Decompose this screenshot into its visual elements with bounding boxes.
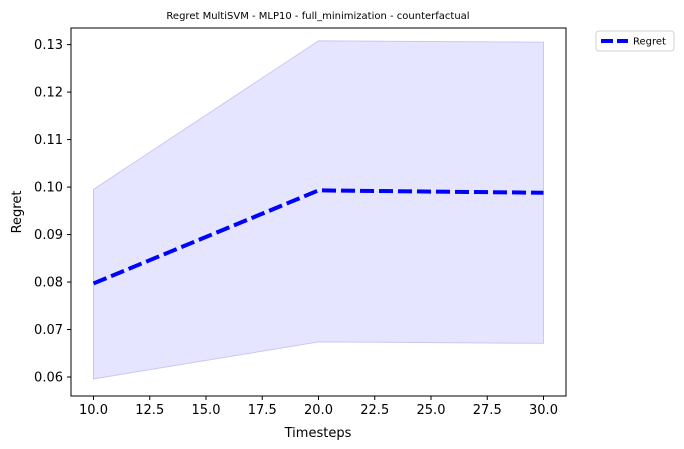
- x-axis: 10.0 12.5 15.0 17.5 20.0 22.5 25.0 27.5 30.0: [79, 396, 558, 418]
- legend-box: [595, 30, 675, 52]
- x-tick-label: 22.5: [360, 403, 389, 418]
- y-tick-label: 0.09: [34, 228, 63, 243]
- y-tick-label: 0.06: [34, 371, 63, 386]
- x-tick-label: 12.5: [135, 403, 164, 418]
- y-tick-label: 0.13: [34, 38, 63, 53]
- y-tick-label: 0.12: [34, 86, 63, 101]
- series-line-regret: [92, 188, 544, 286]
- x-axis-label: Timesteps: [284, 426, 352, 441]
- x-tick-label: 25.0: [417, 403, 446, 418]
- x-tick-label: 27.5: [473, 403, 502, 418]
- y-axis: 0.06 0.07 0.08 0.09 0.10 0.11 0.12 0.13: [34, 38, 71, 386]
- x-tick-label: 17.5: [248, 403, 277, 418]
- y-tick-label: 0.11: [34, 133, 63, 148]
- x-tick-label: 15.0: [192, 403, 221, 418]
- y-tick-label: 0.08: [34, 276, 63, 291]
- legend-label: Regret: [633, 37, 666, 48]
- x-tick-label: 10.0: [79, 403, 108, 418]
- y-tick-label: 0.10: [34, 181, 63, 196]
- y-tick-label: 0.07: [34, 323, 63, 338]
- x-tick-label: 30.0: [529, 403, 558, 418]
- x-tick-label: 20.0: [304, 403, 333, 418]
- confidence-band: [93, 40, 544, 380]
- legend: Regret: [595, 30, 675, 52]
- chart-title: Regret MultiSVM - MLP10 - full_minimizat…: [166, 11, 469, 22]
- y-axis-label: Regret: [10, 191, 25, 234]
